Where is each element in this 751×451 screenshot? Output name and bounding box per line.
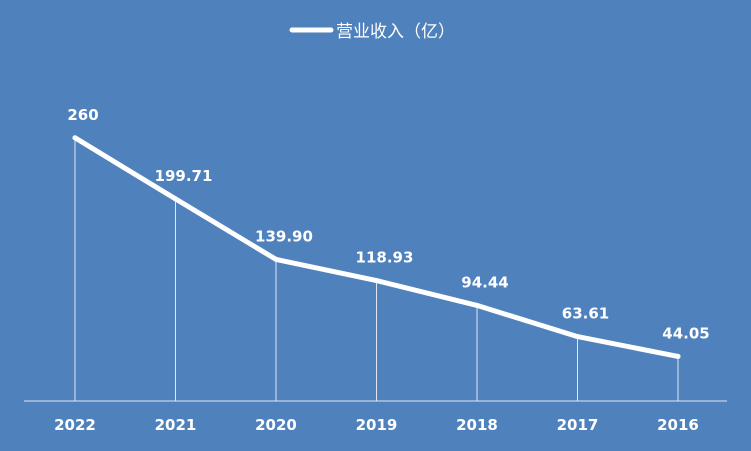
legend: 营业收入（亿） [289, 22, 455, 42]
drop-lines [74, 137, 679, 401]
data-label: 44.05 [662, 324, 709, 342]
data-point [374, 278, 379, 284]
x-tick-label: 2017 [557, 416, 599, 434]
data-labels: 260 199.71 139.90 118.93 94.44 63.61 44.05 [67, 106, 709, 343]
data-label: 63.61 [562, 305, 609, 323]
data-label: 139.90 [255, 227, 313, 245]
data-point [72, 135, 78, 141]
legend-series-label: 营业收入（亿） [336, 22, 455, 42]
x-tick-label: 2018 [456, 416, 498, 434]
x-tick-label: 2022 [54, 416, 96, 434]
data-label: 118.93 [356, 249, 414, 267]
x-tick-label: 2016 [657, 416, 699, 434]
data-label: 94.44 [461, 273, 508, 291]
data-point [173, 196, 178, 202]
data-label: 199.71 [155, 167, 213, 185]
x-tick-label: 2019 [356, 416, 398, 434]
data-point [675, 353, 681, 359]
data-points [72, 135, 681, 359]
data-label: 260 [67, 106, 98, 124]
data-point [575, 334, 580, 340]
data-point [273, 256, 279, 262]
x-tick-label: 2020 [255, 416, 297, 434]
data-point [474, 302, 480, 308]
x-tick-label: 2021 [155, 416, 197, 434]
x-axis-ticks: 2022 2021 2020 2019 2018 2017 2016 [54, 416, 699, 434]
